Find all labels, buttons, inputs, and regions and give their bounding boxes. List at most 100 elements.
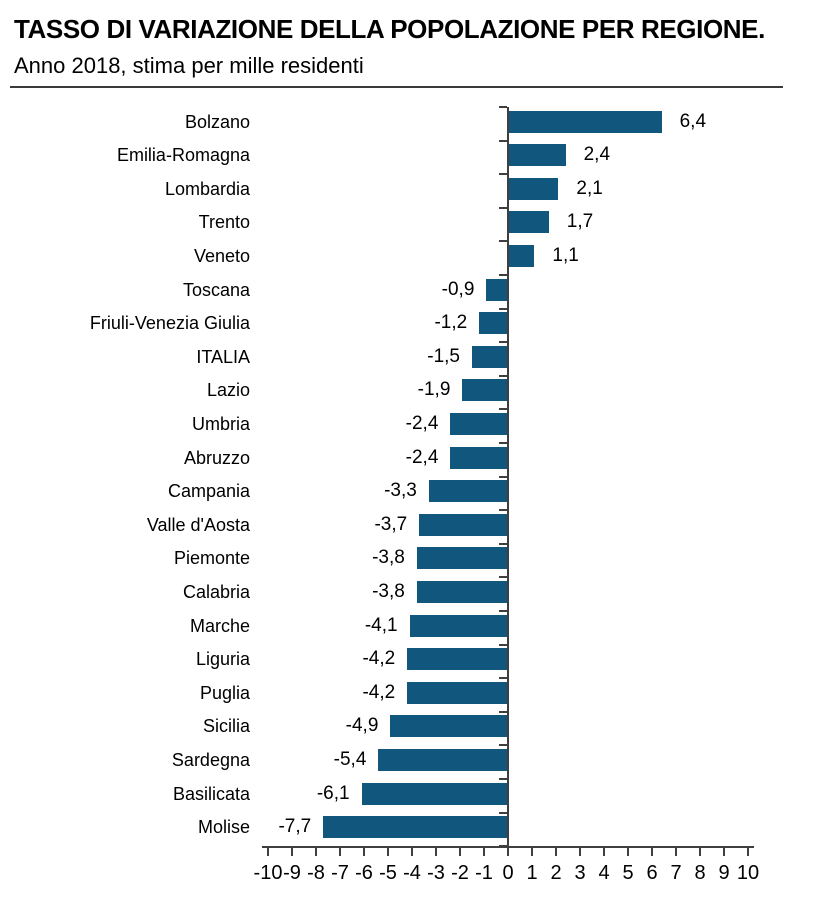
- chart-bar: [416, 580, 508, 603]
- x-axis-tick-label: -7: [331, 862, 349, 884]
- category-label: Veneto: [193, 245, 250, 266]
- value-label: 6,4: [679, 110, 707, 132]
- value-label: -0,9: [441, 278, 475, 300]
- value-label: -3,7: [374, 513, 408, 535]
- zero-axis-tick: [499, 811, 507, 814]
- zero-axis-tick: [499, 240, 507, 243]
- x-axis-tick: [507, 848, 509, 856]
- category-label: Abruzzo: [183, 447, 250, 468]
- value-label: -1,2: [434, 312, 468, 334]
- chart-bar: [450, 446, 508, 469]
- value-label: -4,9: [345, 715, 379, 737]
- value-label: -2,4: [405, 446, 439, 468]
- zero-axis-tick: [499, 341, 507, 344]
- chart-bar: [407, 648, 508, 671]
- x-axis-tick-label: 8: [694, 862, 706, 884]
- x-axis-tick-label: 10: [736, 862, 760, 884]
- x-axis-tick: [747, 848, 749, 856]
- x-axis-tick-label: -5: [379, 862, 397, 884]
- x-axis-tick-label: 6: [646, 862, 658, 884]
- category-label: Calabria: [182, 581, 250, 602]
- x-axis-tick-label: -6: [355, 862, 373, 884]
- zero-axis-tick: [499, 173, 507, 176]
- page-title: TASSO DI VARIAZIONE DELLA POPOLAZIONE PE…: [14, 14, 765, 44]
- category-label: Valle d'Aosta: [146, 514, 250, 535]
- category-label: Umbria: [191, 413, 250, 434]
- value-label: -7,7: [278, 816, 312, 838]
- x-axis-tick-label: 1: [526, 862, 538, 884]
- value-label: -3,8: [372, 580, 405, 602]
- chart-bar: [419, 513, 508, 536]
- x-axis-tick: [483, 848, 485, 856]
- zero-axis-tick: [499, 542, 507, 545]
- category-label: Campania: [167, 481, 250, 502]
- x-axis-tick: [579, 848, 581, 856]
- category-label: Molise: [197, 817, 250, 838]
- category-label: Lazio: [206, 380, 250, 401]
- chart-bar: [407, 681, 508, 704]
- zero-axis-tick: [499, 643, 507, 646]
- title-divider: [10, 86, 783, 88]
- chart-bar: [361, 782, 508, 805]
- x-axis-tick: [531, 848, 533, 856]
- category-label: Sardegna: [171, 749, 250, 770]
- chart-bar: [416, 547, 508, 570]
- x-axis-line: [262, 846, 754, 848]
- x-axis-tick: [675, 848, 677, 856]
- zero-axis-tick: [499, 509, 507, 512]
- category-label: ITALIA: [196, 346, 250, 367]
- category-label: Emilia-Romagna: [116, 145, 250, 166]
- chart-bar: [479, 312, 508, 335]
- page-subtitle: Anno 2018, stima per mille residenti: [14, 53, 364, 78]
- category-label: Sicilia: [202, 716, 250, 737]
- zero-axis-tick: [499, 710, 507, 713]
- category-label: Friuli-Venezia Giulia: [89, 313, 250, 334]
- zero-axis-tick: [499, 274, 507, 276]
- zero-axis-tick: [499, 610, 507, 612]
- x-axis-tick-label: 0: [502, 862, 514, 884]
- zero-axis-tick: [499, 106, 507, 108]
- chart-bar: [508, 110, 662, 133]
- value-label: -6,1: [316, 782, 350, 804]
- x-axis-tick-label: -9: [283, 862, 301, 884]
- category-label: Basilicata: [172, 783, 250, 804]
- x-axis-tick-label: 3: [574, 862, 586, 884]
- value-label: -4,2: [362, 681, 396, 703]
- x-axis-tick-label: -1: [475, 862, 493, 884]
- x-axis-tick-label: 7: [670, 862, 682, 884]
- chart-bar: [378, 748, 508, 771]
- x-axis-tick: [339, 848, 341, 856]
- x-axis-tick: [651, 848, 653, 856]
- chart-bar: [508, 244, 535, 267]
- x-axis-tick: [555, 848, 557, 856]
- chart-bar: [428, 480, 508, 503]
- value-label: 2,4: [583, 144, 611, 166]
- value-label: -3,3: [384, 480, 417, 502]
- chart-bar: [508, 177, 559, 200]
- value-label: -4,1: [364, 614, 398, 636]
- zero-axis-tick: [499, 744, 507, 747]
- x-axis-tick-label: 5: [622, 862, 634, 884]
- category-label: Bolzano: [184, 111, 250, 132]
- zero-axis-tick: [499, 677, 507, 680]
- zero-axis-tick: [499, 778, 507, 780]
- chart-bar: [508, 144, 566, 167]
- x-axis-tick-label: -4: [403, 862, 421, 884]
- zero-axis-tick: [499, 374, 507, 377]
- value-label: 1,1: [552, 244, 579, 266]
- chart-bar: [486, 278, 508, 301]
- x-axis-tick-label: 2: [550, 862, 562, 884]
- x-axis-tick: [363, 848, 365, 856]
- value-label: 1,7: [566, 211, 594, 233]
- x-axis-tick-label: 9: [718, 862, 730, 884]
- x-axis-tick: [435, 848, 437, 856]
- zero-axis-tick: [499, 206, 507, 209]
- chart-bar: [462, 379, 508, 402]
- x-axis-tick-label: -2: [451, 862, 469, 884]
- chart-bar: [508, 211, 549, 234]
- zero-axis-tick: [499, 139, 507, 142]
- x-axis-tick: [627, 848, 629, 856]
- x-axis-tick-label: -10: [253, 862, 283, 884]
